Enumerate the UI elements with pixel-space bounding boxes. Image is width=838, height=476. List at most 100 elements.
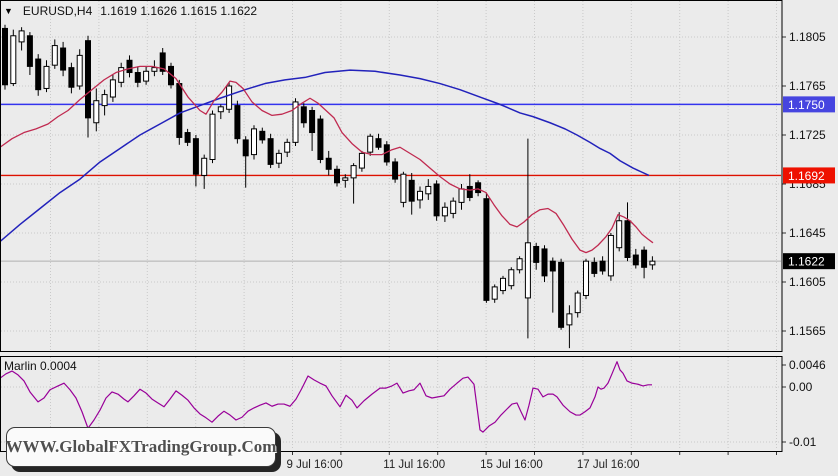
candle-bull: [450, 200, 457, 214]
watermark-text: WWW.GlobalFXTradingGroup.Com: [5, 437, 277, 456]
candle-bear: [68, 67, 75, 88]
candle-bear: [259, 130, 266, 141]
candle-bear: [632, 254, 639, 266]
candle-bear: [2, 27, 8, 86]
candle-bull: [607, 234, 614, 277]
candle-bear: [184, 132, 191, 143]
time-axis-label: 9 Jul 16:00: [287, 459, 343, 471]
price-axis-label: 1.1765: [789, 79, 826, 93]
candle-bull: [508, 269, 515, 287]
price-axis-label: 1.1565: [789, 324, 826, 338]
candle-bull: [18, 30, 25, 43]
candle-bull: [491, 286, 498, 300]
support-line-label: 1.1692: [788, 169, 825, 183]
candle-bear: [558, 261, 565, 328]
price-axis-label: 1.1645: [789, 226, 826, 240]
candle-bull: [350, 165, 357, 179]
candle-bull: [201, 157, 208, 176]
candle-bull: [151, 67, 158, 72]
candle-bear: [375, 138, 382, 148]
candle-bear: [433, 183, 440, 217]
candle-bull: [93, 100, 100, 124]
candle-bear: [159, 52, 166, 72]
candle-bull: [566, 313, 573, 326]
candle-bear: [392, 161, 399, 180]
time-axis-label: 11 Jul 16:00: [383, 459, 445, 471]
candle-bull: [226, 85, 233, 110]
candle-bear: [35, 58, 42, 91]
candle-bear: [317, 118, 324, 160]
indicator-axis-label: 0.00: [789, 380, 813, 394]
watermark-box: WWW.GlobalFXTradingGroup.Com: [6, 427, 276, 467]
candle-bear: [267, 138, 274, 165]
resistance-line-label-bg: [783, 96, 835, 113]
price-axis-label: 1.1805: [789, 30, 826, 44]
candle-bull: [458, 188, 465, 203]
indicator-axis-label: -0.01: [789, 435, 817, 449]
candle-bull: [143, 70, 150, 82]
candle-bear: [641, 249, 648, 268]
indicator-name-value: Marlin 0.0004: [4, 359, 77, 373]
candle-bear: [475, 182, 482, 194]
candle-bear: [234, 105, 241, 140]
candle-bull: [109, 79, 116, 98]
candle-bull: [574, 292, 581, 314]
candle-bull: [275, 152, 282, 164]
candle-bear: [334, 168, 340, 184]
candle-bear: [541, 248, 548, 277]
candle-bull: [292, 101, 299, 143]
symbol-dropdown-icon[interactable]: ▼: [4, 6, 13, 16]
candle-bull: [217, 106, 224, 113]
candle-bull: [209, 113, 216, 161]
candle-bear: [549, 260, 556, 272]
candle-bear: [300, 106, 307, 124]
candle-bear: [126, 59, 133, 74]
time-axis-label: 17 Jul 16:00: [577, 459, 640, 471]
marlin-line: [0, 361, 652, 433]
candle-bull: [425, 185, 432, 195]
support-line-label-bg: [783, 167, 835, 184]
candle-bear: [466, 185, 473, 198]
ma-slow-line: [0, 69, 650, 243]
candle-bull: [76, 54, 83, 87]
candle-bull: [649, 260, 656, 266]
ma-fast-line: [0, 65, 654, 254]
indicator-axis-label: 0.0046: [789, 358, 826, 372]
candle-bull: [616, 220, 623, 249]
candle-bull: [524, 242, 531, 299]
candle-bull: [43, 65, 50, 89]
candle-bull: [342, 177, 349, 181]
candle-bear: [624, 220, 631, 258]
candle-bull: [400, 173, 407, 203]
candle-bear: [533, 245, 540, 263]
main-pane-border: [0, 0, 783, 352]
candle-bear: [242, 139, 249, 157]
candle-bear: [599, 260, 606, 272]
candle-bull: [367, 135, 374, 153]
candle-bear: [168, 65, 174, 86]
candle-bull: [441, 206, 448, 217]
candle-bull: [284, 141, 291, 153]
chart-title: ▼ EURUSD,H4 1.1619 1.1626 1.1615 1.1622: [4, 4, 257, 18]
candle-bull: [51, 45, 58, 66]
candle-bear: [591, 261, 598, 274]
candle-bull: [500, 277, 506, 292]
symbol-timeframe-label: EURUSD,H4: [22, 4, 93, 18]
candle-bear: [176, 83, 183, 138]
candle-bull: [417, 190, 423, 201]
candle-bull: [118, 67, 125, 83]
price-axis-label: 1.1725: [789, 128, 826, 142]
candle-bear: [26, 35, 33, 67]
candle-bear: [408, 179, 415, 202]
candle-bear: [85, 40, 91, 119]
candle-bull: [583, 260, 589, 296]
candle-bull: [358, 152, 365, 169]
ohlc-readout: 1.1619 1.1626 1.1615 1.1622: [100, 4, 258, 18]
candle-bear: [325, 157, 332, 170]
candle-bear: [60, 47, 67, 71]
candle-bear: [483, 198, 490, 301]
candle-bear: [192, 138, 199, 175]
candle-bear: [309, 110, 316, 134]
